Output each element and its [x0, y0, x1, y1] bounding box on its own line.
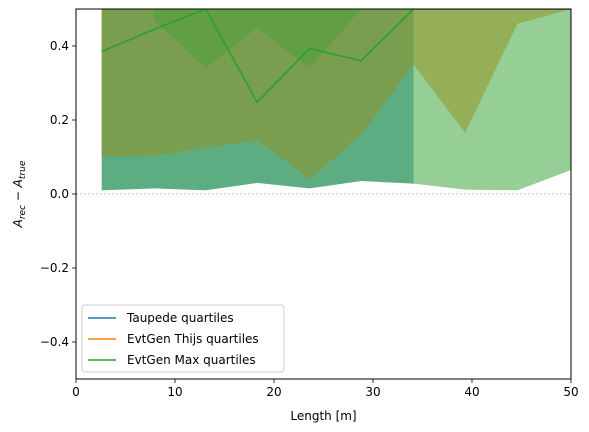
- bands-layer: [101, 9, 571, 191]
- legend-entry-label: EvtGen Max quartiles: [127, 353, 256, 367]
- x-axis-ticks: 0 10 20 30 40 50: [72, 379, 579, 399]
- y-tick-label: 0.2: [50, 113, 69, 127]
- median-line-evtgen-max-quartiles: [101, 9, 571, 104]
- y-tick-label: 0.0: [50, 187, 69, 201]
- x-tick-label: 50: [563, 385, 578, 399]
- legend: Taupede quartiles EvtGen Thijs quartiles E…: [81, 304, 285, 373]
- y-tick-label: −0.4: [40, 335, 69, 349]
- legend-box: [81, 304, 285, 373]
- x-tick-label: 40: [464, 385, 479, 399]
- x-tick-label: 20: [266, 385, 281, 399]
- y-tick-label: −0.2: [40, 261, 69, 275]
- y-axis-label: Arec − Atrue: [11, 160, 28, 228]
- y-tick-label: 0.4: [50, 39, 69, 53]
- band-evtgen-max-quartiles: [101, 9, 571, 191]
- legend-entry-label: EvtGen Thijs quartiles: [127, 332, 259, 346]
- band-overlap-region: [154, 9, 362, 69]
- lines-layer: [76, 9, 571, 195]
- x-tick-label: 10: [167, 385, 182, 399]
- legend-entry-label: Taupede quartiles: [126, 311, 234, 325]
- y-axis-ticks: −0.4 −0.2 0.0 0.2 0.4: [40, 39, 76, 349]
- x-axis-label: Length [m]: [290, 409, 356, 423]
- x-tick-label: 0: [72, 385, 80, 399]
- x-tick-label: 30: [365, 385, 380, 399]
